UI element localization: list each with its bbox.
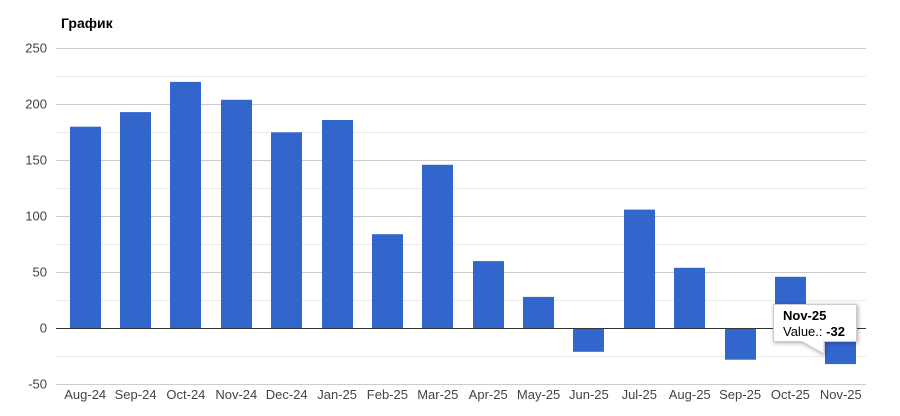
x-axis-tick-label: May-25: [517, 387, 560, 402]
x-axis-tick-label: Oct-25: [771, 387, 810, 402]
bar-Oct-24[interactable]: [170, 81, 201, 329]
x-axis-tick-label: Mar-25: [417, 387, 458, 402]
bar-Apr-25[interactable]: [473, 261, 504, 329]
y-axis-tick-label: 100: [25, 209, 47, 224]
x-axis-tick-label: Nov-24: [215, 387, 257, 402]
x-axis-tick-label: Apr-25: [469, 387, 508, 402]
x-axis-tick-label: Feb-25: [367, 387, 408, 402]
bar-Jan-25[interactable]: [322, 120, 353, 329]
bar-May-25[interactable]: [523, 296, 554, 329]
bar-Aug-24[interactable]: [70, 126, 101, 329]
y-axis-tick-label: -50: [28, 377, 47, 392]
x-axis-tick-label: Jan-25: [317, 387, 357, 402]
y-axis-tick-label: 200: [25, 97, 47, 112]
bar-Nov-24[interactable]: [221, 99, 252, 329]
y-axis-tick-label: 250: [25, 41, 47, 56]
tooltip-category: Nov-25: [783, 308, 827, 323]
x-axis-tick-label: Sep-25: [719, 387, 761, 402]
chart-title: График: [61, 15, 113, 31]
x-axis-tick-label: Dec-24: [266, 387, 308, 402]
x-axis-tick-label: Oct-24: [166, 387, 205, 402]
tooltip-value-row: Value.: -32: [783, 324, 856, 340]
tooltip-pointer-icon: [801, 341, 825, 355]
bar-Sep-24[interactable]: [120, 112, 151, 329]
x-axis-tick-label: Jun-25: [569, 387, 609, 402]
x-axis-tick-label: Sep-24: [115, 387, 157, 402]
tooltip-value-label: Value.:: [783, 324, 823, 339]
tooltip-value: -32: [826, 324, 845, 339]
chart-tooltip: Nov-25 Value.: -32: [773, 304, 857, 355]
bar-Mar-25[interactable]: [422, 164, 453, 329]
bar-Feb-25[interactable]: [372, 234, 403, 329]
bar-Dec-24[interactable]: [271, 132, 302, 329]
bar-Jun-25[interactable]: [573, 328, 604, 352]
bar-Sep-25[interactable]: [725, 328, 756, 360]
y-axis-tick-label: 150: [25, 153, 47, 168]
y-axis-tick-label: 50: [33, 265, 47, 280]
tooltip-box: Nov-25 Value.: -32: [773, 304, 857, 342]
bar-Jul-25[interactable]: [624, 209, 655, 329]
bar-Aug-25[interactable]: [674, 267, 705, 329]
x-axis-tick-label: Aug-24: [64, 387, 106, 402]
x-axis-tick-label: Aug-25: [669, 387, 711, 402]
x-axis-tick-label: Nov-25: [820, 387, 862, 402]
y-axis-tick-label: 0: [40, 321, 47, 336]
x-axis-tick-label: Jul-25: [622, 387, 657, 402]
